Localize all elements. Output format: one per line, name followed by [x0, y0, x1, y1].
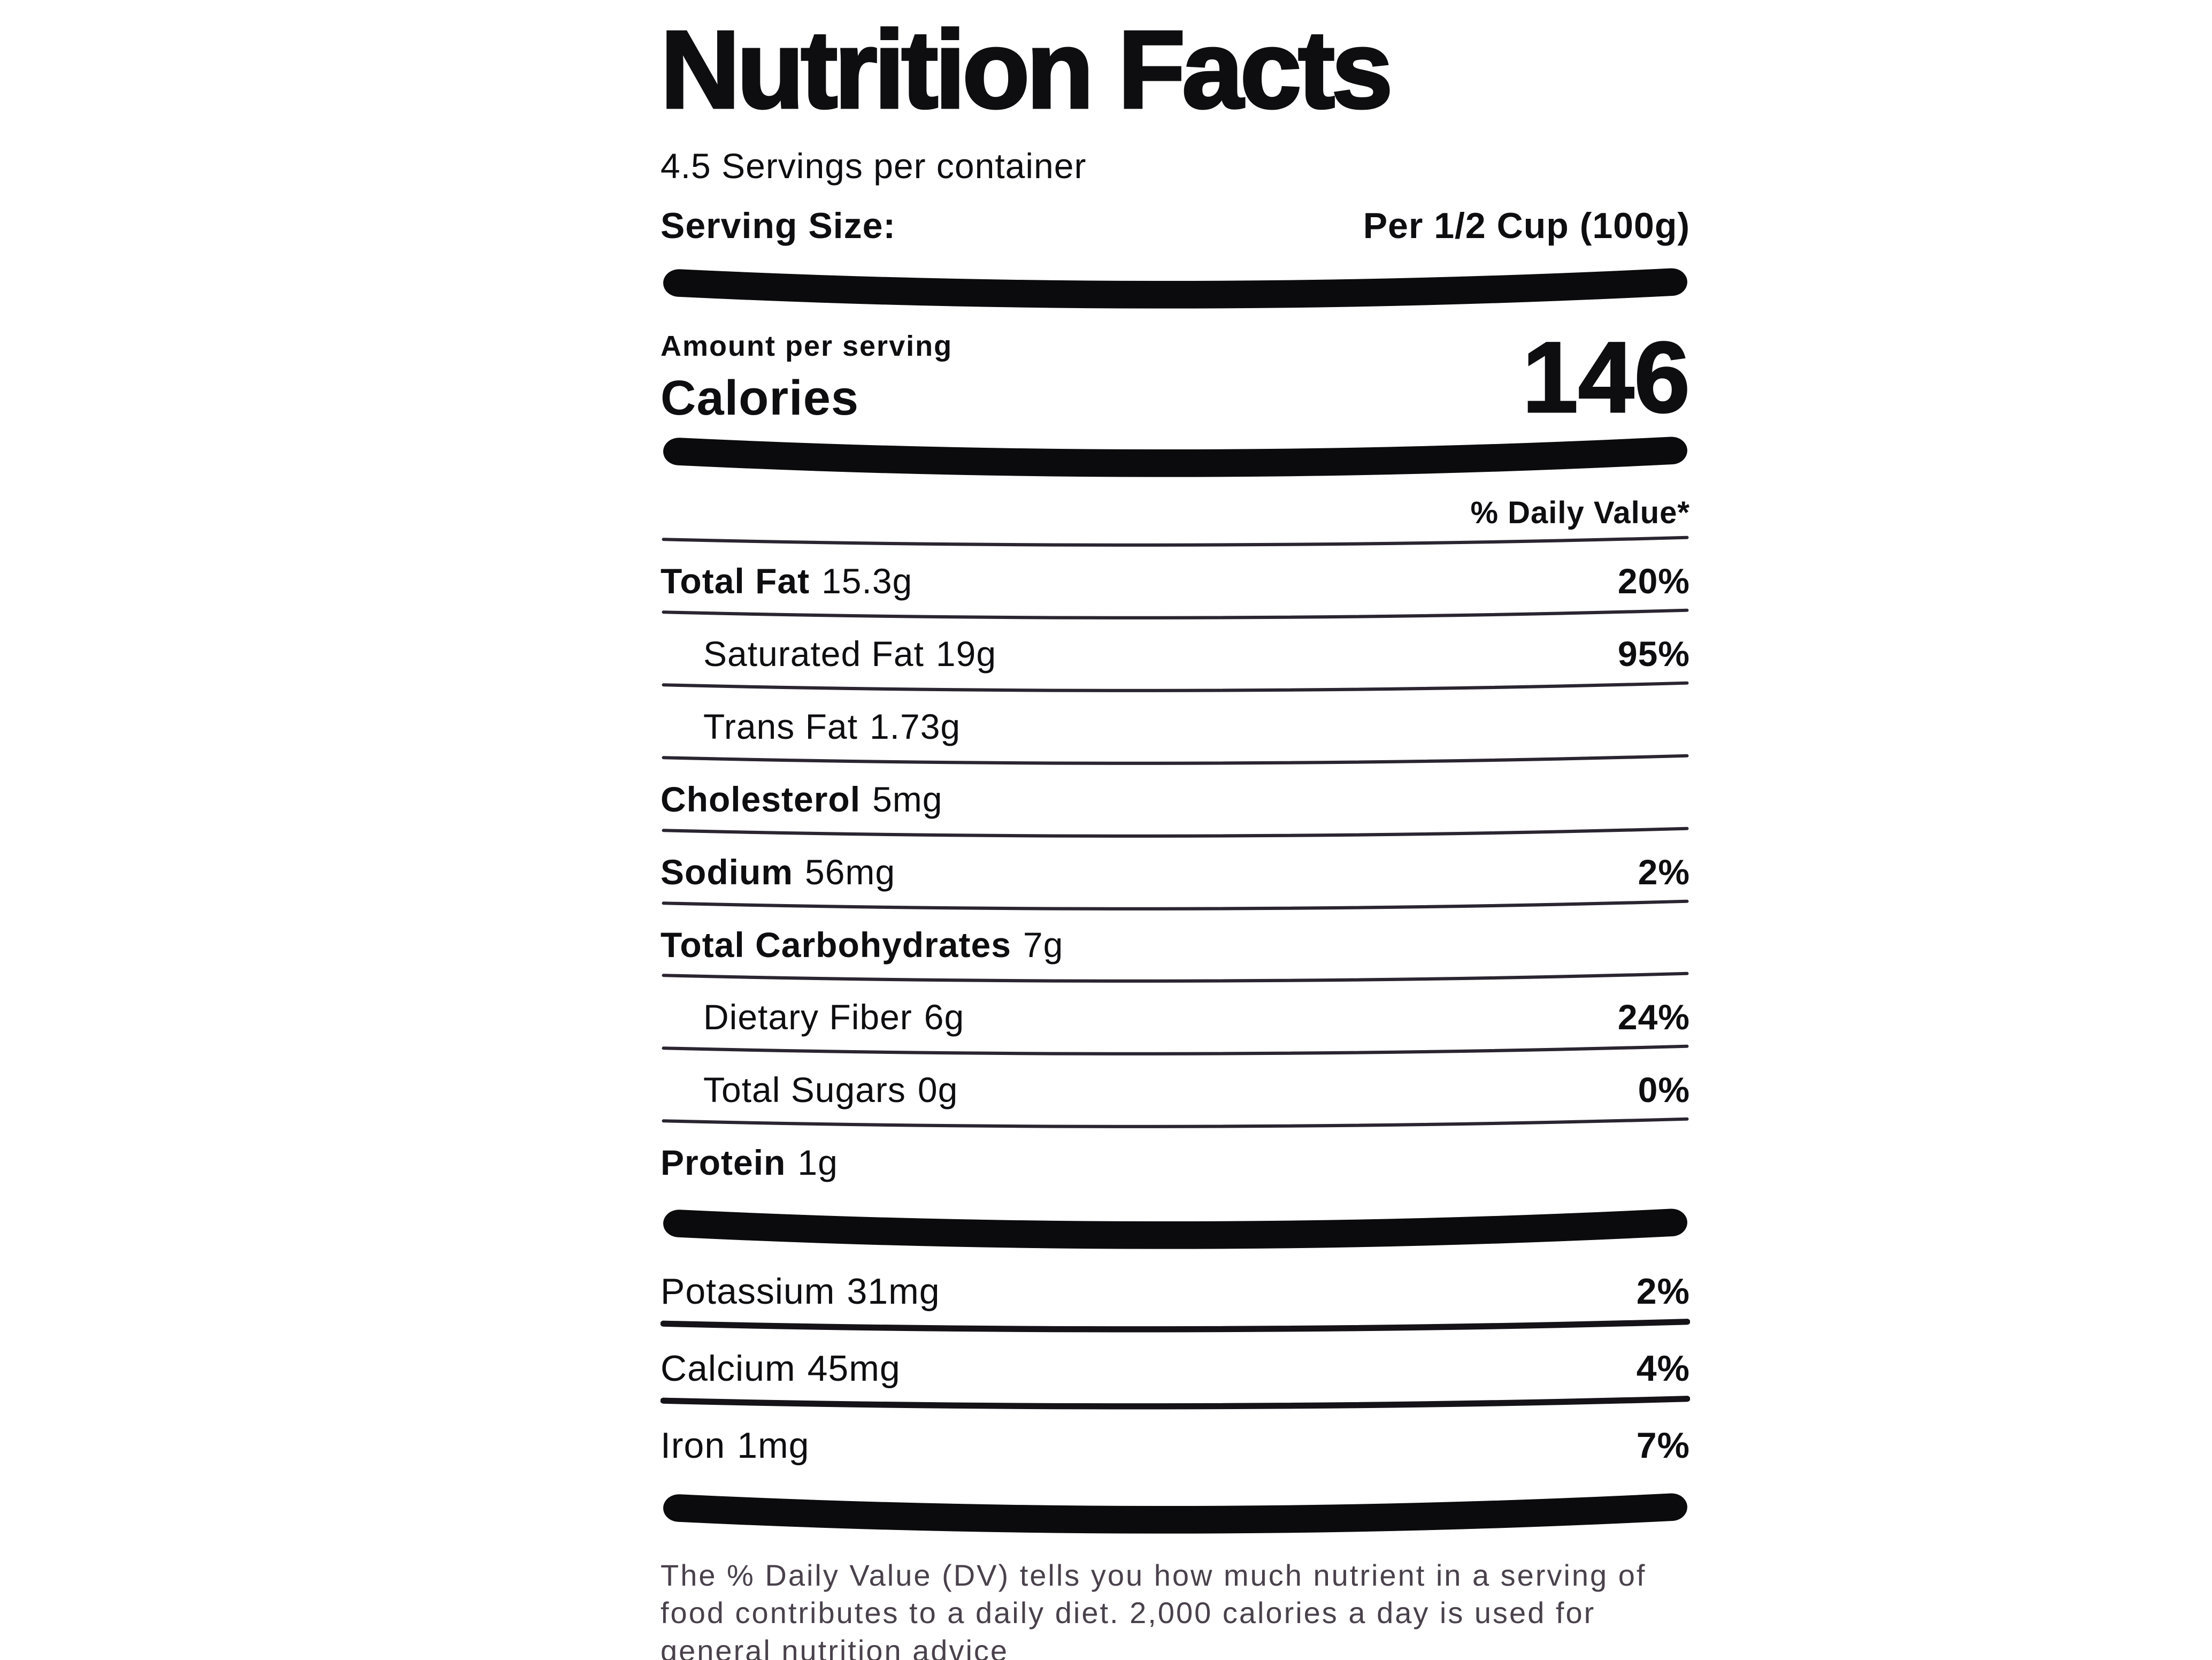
nutrient-row: Trans Fat 1.73g [660, 701, 1690, 751]
nutrient-row: Cholesterol 5mg [660, 774, 1690, 824]
nutrient-row-wrap: Sodium 56mg 2% [660, 846, 1690, 919]
nutrient-daily-value: 95% [1617, 633, 1690, 674]
nutrient-row: Protein 1g [660, 1137, 1690, 1187]
row-divider [662, 1045, 1689, 1056]
nutrient-name: Dietary Fiber [703, 997, 912, 1037]
nutrient-daily-value: 24% [1617, 997, 1690, 1037]
mineral-name: Calcium [660, 1348, 796, 1389]
nutrition-facts-label: Nutrition Facts 4.5 Servings per contain… [659, 8, 1691, 1660]
nutrient-amount: 0g [917, 1070, 958, 1110]
row-divider [662, 754, 1689, 765]
nutrient-row-wrap: Saturated Fat 19g 95% [660, 628, 1690, 701]
calories-block: Amount per serving Calories 146 [660, 320, 1691, 433]
row-divider [662, 681, 1689, 692]
nutrient-row-wrap: Trans Fat 1.73g [660, 701, 1690, 774]
nutrient-rows: Total Fat 15.3g 20% Saturated Fat 19g 95… [660, 555, 1690, 1187]
nutrient-amount: 6g [924, 997, 965, 1037]
amount-per-serving-label: Amount per serving [660, 330, 953, 362]
serving-size-label: Serving Size: [660, 205, 896, 246]
nutrient-row-wrap: Dietary Fiber 6g 24% [660, 991, 1690, 1064]
mineral-daily-value: 2% [1636, 1271, 1690, 1312]
row-divider [662, 827, 1689, 838]
nutrient-amount: 1g [797, 1143, 838, 1183]
nutrient-row: Total Sugars 0g 0% [660, 1064, 1690, 1114]
daily-value-footnote: The % Daily Value (DV) tells you how muc… [660, 1558, 1647, 1660]
mineral-row: Calcium 45mg 4% [660, 1340, 1690, 1394]
nutrient-name: Total Sugars [703, 1070, 906, 1110]
row-divider [660, 1319, 1690, 1333]
mineral-rows: Potassium 31mg 2% Calcium 45mg 4% [660, 1263, 1690, 1471]
servings-per-container: 4.5 Servings per container [660, 146, 1087, 186]
nutrient-name: Saturated Fat [703, 633, 924, 674]
nutrient-row: Total Fat 15.3g 20% [660, 555, 1690, 606]
nutrient-amount: 15.3g [821, 561, 913, 601]
nutrient-name: Sodium [660, 852, 793, 892]
nutrient-amount: 19g [935, 633, 997, 674]
mineral-row-wrap: Calcium 45mg 4% [660, 1340, 1690, 1417]
nutrient-name: Total Carbohydrates [660, 924, 1011, 965]
nutrient-row-wrap: Protein 1g [660, 1137, 1690, 1187]
mineral-daily-value: 4% [1636, 1348, 1690, 1389]
thick-divider-calories [663, 437, 1687, 477]
row-divider [662, 1117, 1689, 1129]
nutrient-row: Total Carbohydrates 7g [660, 919, 1690, 969]
nutrient-row: Saturated Fat 19g 95% [660, 628, 1690, 678]
mineral-row-wrap: Iron 1mg 7% [660, 1417, 1690, 1471]
row-divider [660, 1396, 1690, 1410]
nutrient-row-wrap: Cholesterol 5mg [660, 774, 1690, 846]
mineral-row: Iron 1mg 7% [660, 1417, 1690, 1471]
nutrient-name: Total Fat [660, 561, 810, 601]
nutrient-daily-value: 0% [1638, 1070, 1690, 1110]
thick-divider-top [663, 268, 1687, 309]
daily-value-header: % Daily Value* [1470, 495, 1690, 530]
nutrient-amount: 56mg [805, 852, 896, 892]
calories-label: Calories [660, 371, 859, 425]
row-divider [662, 608, 1689, 619]
row-divider [662, 899, 1689, 911]
nutrient-row: Dietary Fiber 6g 24% [660, 991, 1690, 1042]
thick-divider-bottom [663, 1493, 1687, 1534]
nutrient-row-wrap: Total Sugars 0g 0% [660, 1064, 1690, 1137]
nutrient-row: Sodium 56mg 2% [660, 846, 1690, 897]
row-divider [662, 536, 1689, 547]
mineral-name: Potassium [660, 1271, 835, 1312]
mineral-amount: 1mg [737, 1425, 810, 1466]
serving-size-value: Per 1/2 Cup (100g) [1363, 205, 1690, 246]
serving-size-row: Serving Size: Per 1/2 Cup (100g) [660, 205, 1690, 247]
mineral-row: Potassium 31mg 2% [660, 1263, 1690, 1317]
mineral-row-wrap: Potassium 31mg 2% [660, 1263, 1690, 1340]
calories-value: 146 [1522, 320, 1691, 433]
nutrient-amount: 1.73g [869, 706, 961, 746]
nutrient-row-wrap: Total Carbohydrates 7g [660, 919, 1690, 992]
label-title: Nutrition Facts [659, 8, 1394, 131]
thick-divider-protein [663, 1208, 1687, 1249]
nutrient-daily-value: 2% [1638, 852, 1690, 892]
mineral-amount: 31mg [847, 1271, 940, 1312]
nutrient-amount: 5mg [872, 779, 943, 819]
nutrient-name: Trans Fat [703, 706, 858, 746]
mineral-daily-value: 7% [1636, 1425, 1690, 1466]
nutrient-amount: 7g [1023, 924, 1064, 965]
nutrient-name: Cholesterol [660, 779, 861, 819]
nutrient-daily-value: 20% [1617, 561, 1690, 601]
nutrient-name: Protein [660, 1143, 786, 1183]
calories-left-column: Amount per serving Calories [660, 330, 953, 423]
row-divider [662, 972, 1689, 983]
mineral-amount: 45mg [807, 1348, 901, 1389]
nutrient-row-wrap: Total Fat 15.3g 20% [660, 555, 1690, 628]
mineral-name: Iron [660, 1425, 726, 1466]
